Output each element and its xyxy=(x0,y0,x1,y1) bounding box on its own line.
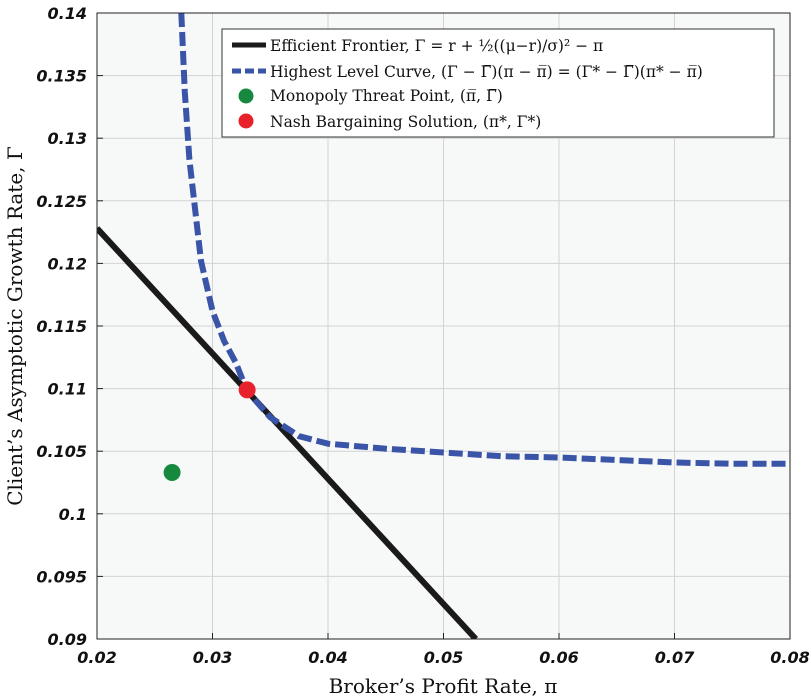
y-tick-label: 0.13 xyxy=(48,129,87,148)
highest-level-curve-line xyxy=(178,13,790,467)
monopoly-threat-point-marker xyxy=(163,463,181,481)
x-axis-label: Broker’s Profit Rate, π xyxy=(329,674,558,698)
series-group xyxy=(97,13,790,639)
y-axis-label: Client’s Asymptotic Growth Rate, Γ xyxy=(3,146,27,506)
legend-label-threat-point: Monopoly Threat Point, (π̅, Γ̅) xyxy=(270,87,503,105)
efficient-frontier-line xyxy=(97,226,479,639)
x-tick-label: 0.06 xyxy=(539,648,578,667)
y-tick-label: 0.09 xyxy=(48,630,87,649)
x-tick-label: 0.07 xyxy=(655,648,695,667)
legend-label-frontier: Efficient Frontier, Γ = r + ½((μ−r)/σ)² … xyxy=(270,37,603,55)
legend-box xyxy=(221,28,775,138)
nash-bargaining-solution-marker xyxy=(238,381,256,399)
y-tick-label: 0.125 xyxy=(36,192,87,211)
x-tick-label: 0.05 xyxy=(424,648,463,667)
legend-marker-threat-point xyxy=(238,88,254,104)
x-tick-label: 0.04 xyxy=(308,648,347,667)
x-tick-label: 0.02 xyxy=(77,648,116,667)
ticks-group: 0.02 0.03 0.04 0.05 0.06 0.07 0.08 0.09 0.095 0.1… xyxy=(36,4,809,667)
y-tick-label: 0.105 xyxy=(36,442,87,461)
legend: Efficient Frontier, Γ = r + ½((μ−r)/σ)² … xyxy=(221,28,775,138)
y-tick-label: 0.095 xyxy=(36,567,87,586)
y-tick-label: 0.135 xyxy=(36,67,87,86)
y-tick-label: 0.115 xyxy=(36,317,87,336)
x-tick-label: 0.03 xyxy=(193,648,232,667)
legend-label-nash-point: Nash Bargaining Solution, (π*, Γ*) xyxy=(270,113,541,131)
y-tick-label: 0.14 xyxy=(48,4,87,23)
x-tick-label: 0.08 xyxy=(770,648,809,667)
y-tick-label: 0.11 xyxy=(48,380,87,399)
legend-label-level-curve: Highest Level Curve, (Γ − Γ̅)(π − π̅) = … xyxy=(270,63,703,81)
legend-marker-nash-point xyxy=(238,113,254,129)
y-tick-label: 0.1 xyxy=(59,505,87,524)
y-tick-label: 0.12 xyxy=(48,254,87,273)
